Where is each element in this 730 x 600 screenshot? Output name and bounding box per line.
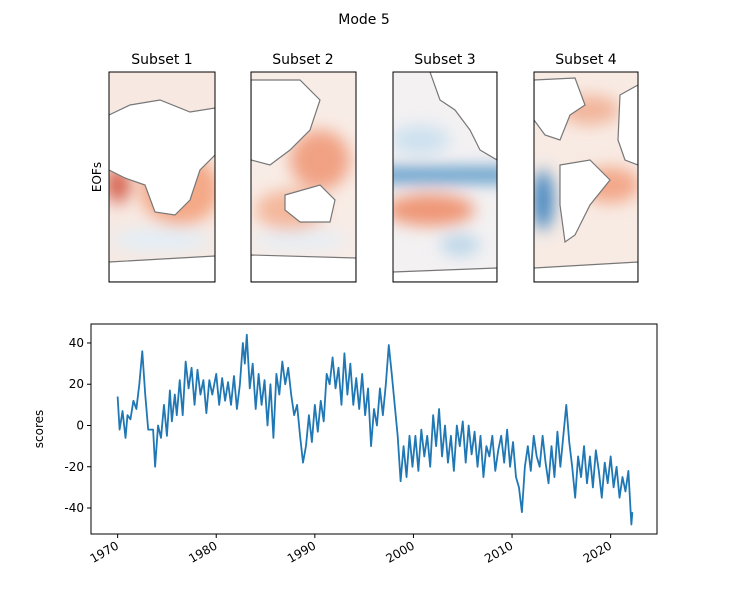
map-y-label: EOFs	[90, 162, 104, 192]
x-tick-label: 1970	[88, 538, 121, 565]
map-title: Subset 2	[272, 52, 333, 68]
x-tick-label: 1980	[186, 538, 219, 565]
map-frame	[250, 71, 357, 283]
y-axis-label: scores	[32, 410, 46, 449]
map-panel	[251, 72, 356, 282]
line-series	[116, 333, 634, 526]
figure-title: Mode 5	[338, 12, 390, 28]
y-tick-label: 0	[76, 418, 84, 432]
x-tick-label: 2020	[581, 538, 614, 565]
map-title: Subset 4	[555, 52, 616, 68]
map-panel	[109, 72, 215, 282]
map-title: Subset 3	[414, 52, 475, 68]
y-tick-label: -40	[64, 501, 84, 515]
y-tick-label: 20	[69, 377, 84, 391]
map-frame	[108, 71, 216, 283]
y-tick-label: 40	[69, 336, 84, 350]
x-tick-label: 2000	[383, 538, 416, 565]
map-frame	[533, 71, 639, 283]
map-frame	[392, 71, 498, 283]
plot-frame	[90, 323, 658, 535]
map-panel	[534, 72, 638, 282]
x-tick-label: 2010	[482, 538, 515, 565]
y-tick-label: -20	[64, 460, 84, 474]
map-panel	[393, 72, 497, 282]
x-tick-label: 1990	[285, 538, 318, 565]
map-title: Subset 1	[131, 52, 192, 68]
